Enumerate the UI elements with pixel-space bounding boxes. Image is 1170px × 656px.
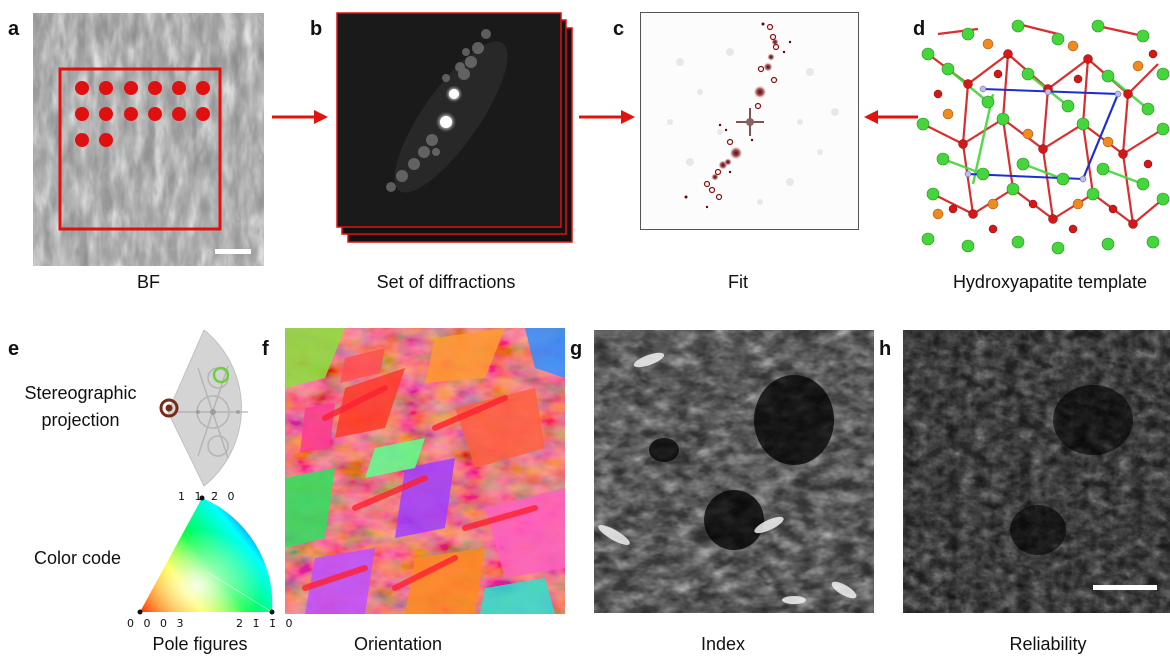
diffraction-stack: [336, 12, 573, 243]
fit-pattern: [640, 12, 859, 230]
scan-points: [75, 81, 210, 147]
panel-f-label: f: [262, 338, 269, 360]
panel-h-caption: Reliability: [1009, 634, 1087, 654]
panel-g-label: g: [570, 338, 583, 360]
panel-d-caption: Hydroxyapatite template: [952, 272, 1148, 292]
reliability-map: [903, 330, 1170, 613]
diffraction-pattern: [386, 29, 508, 193]
stereographic-projection: [159, 329, 248, 487]
orientation-map: [285, 328, 565, 614]
panel-e-caption: Pole figures: [152, 634, 248, 654]
scale-bar: [1093, 585, 1157, 590]
panel-a-label: a: [8, 18, 20, 40]
stereo-label: Stereographic projection: [8, 380, 153, 434]
panel-b-label: b: [310, 18, 323, 40]
index-map: [594, 330, 874, 613]
hydroxyapatite-structure: [916, 19, 1170, 255]
arrow-left-icon: [864, 110, 918, 124]
bright-field-image: [33, 13, 264, 266]
panel-d-label: d: [913, 18, 926, 40]
corner-label-right: 2 1̄ 1̄ 0: [236, 617, 296, 630]
panel-c-caption: Fit: [728, 272, 748, 292]
panel-e-label: e: [8, 338, 20, 360]
panel-g-caption: Index: [700, 634, 746, 654]
stereo-label-line-2: projection: [41, 410, 120, 430]
arrow-right-icon: [272, 110, 328, 124]
panel-f-caption: Orientation: [353, 634, 443, 654]
scan-area-box: [58, 67, 222, 231]
panel-b-caption: Set of diffractions: [376, 272, 516, 292]
corner-label-top: 1 1 2̄ 0: [178, 490, 238, 503]
arrow-right-icon: [579, 110, 635, 124]
color-code-label: Color code: [33, 548, 122, 568]
panel-c-label: c: [613, 18, 625, 40]
red-marker: [159, 398, 179, 418]
panel-h-label: h: [879, 338, 892, 360]
corner-label-left: 0 0 0 3: [127, 617, 187, 630]
color-key-triangle: [137, 495, 275, 615]
panel-a-caption: BF: [136, 272, 160, 292]
green-marker: [212, 366, 230, 384]
scale-bar: [215, 249, 251, 254]
stereo-label-line-1: Stereographic: [24, 383, 137, 403]
